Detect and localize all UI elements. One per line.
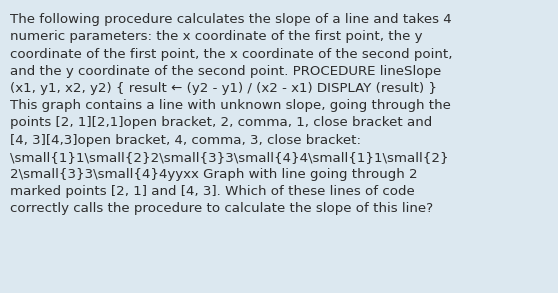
- Text: The following procedure calculates the slope of a line and takes 4
numeric param: The following procedure calculates the s…: [10, 13, 453, 215]
